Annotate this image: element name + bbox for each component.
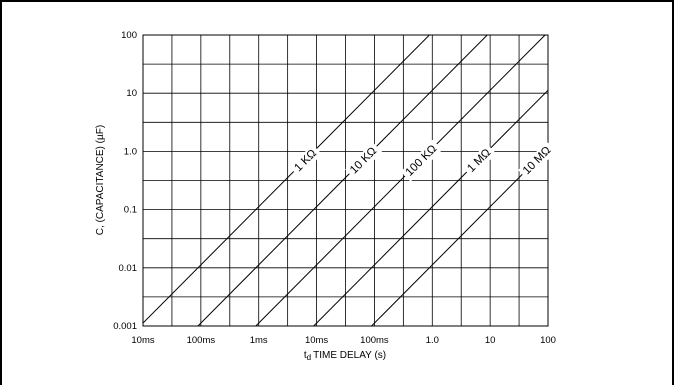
y-tick-label: 0.001 [113, 321, 137, 332]
plot-border [142, 34, 549, 327]
series-line [371, 147, 548, 326]
x-tick-label: 1.0 [426, 335, 439, 346]
series-label-group: 10 KΩ [345, 142, 383, 180]
chart-series-labels: 1 KΩ 10 KΩ 100 KΩ 1 MΩ 10 MΩ [289, 139, 557, 182]
series-line [197, 35, 488, 326]
series-label: 100 KΩ [404, 143, 440, 179]
series-label-background [518, 141, 557, 181]
x-tick-label: 10 [485, 335, 496, 346]
series-label-background [462, 143, 497, 178]
chart-grid [143, 35, 548, 326]
chart-series-lines [143, 35, 548, 326]
x-tick-label: 100 [540, 335, 556, 346]
series-label: 10 MΩ [521, 144, 554, 177]
series-line [313, 89, 548, 326]
y-tick-label: 10 [126, 88, 137, 99]
series-line [143, 35, 430, 324]
x-axis-label: td TIME DELAY (s) [304, 350, 386, 362]
y-tick-label: 0.01 [119, 263, 138, 274]
series-label-group: 1 KΩ [289, 144, 323, 178]
x-tick-label: 100ms [187, 335, 216, 346]
series-label-group: 100 KΩ [400, 139, 443, 182]
x-tick-label: 10ms [305, 335, 328, 346]
y-tick-labels: 100 10 1.0 0.1 0.01 0.001 [113, 30, 137, 332]
y-tick-label: 1.0 [124, 146, 137, 157]
x-tick-label: 1ms [250, 335, 268, 346]
y-tick-label: 100 [121, 30, 137, 41]
series-label-group: 10 MΩ [518, 141, 557, 181]
y-axis-label: C, (CAPACITANCE) (µF) [95, 125, 106, 235]
x-tick-labels: 10ms 100ms 1ms 10ms 100ms 1.0 10 100 [131, 335, 556, 346]
x-tick-label: 100ms [360, 335, 389, 346]
series-label-background [345, 142, 383, 180]
x-tick-label: 10ms [131, 335, 154, 346]
series-label-background [289, 144, 323, 178]
series-label-background [400, 139, 443, 182]
series-line [255, 35, 546, 326]
series-label-group: 1 MΩ [462, 143, 497, 178]
y-tick-label: 0.1 [124, 205, 137, 216]
